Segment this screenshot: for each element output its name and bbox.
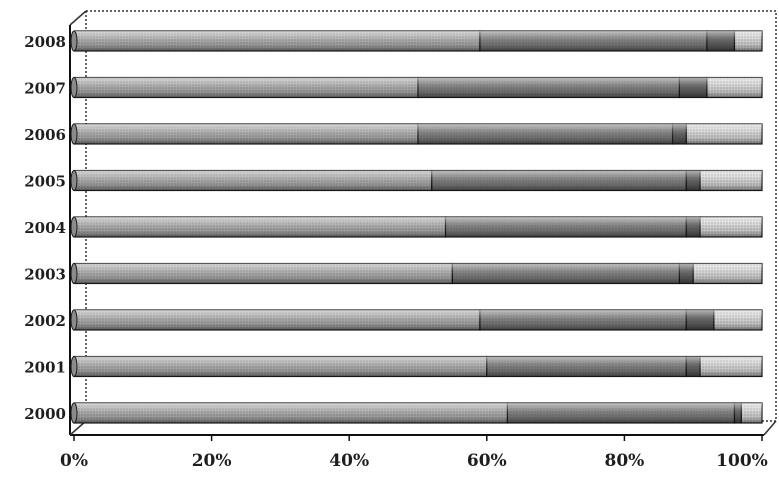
bar-end-cap-2004	[70, 216, 78, 238]
y-tick-label-2008: 2008	[24, 33, 66, 51]
y-tick-label-2004: 2004	[24, 219, 66, 237]
bar-shading-2007	[74, 77, 762, 98]
bar-shading-2001	[74, 356, 762, 377]
bar-end-cap-2003	[70, 263, 78, 284]
bar-shading-2008	[74, 31, 762, 51]
y-tick-label-2002: 2002	[24, 312, 66, 330]
x-tick-label-0: 0%	[60, 451, 88, 471]
y-tick-label-2006: 2006	[24, 126, 66, 144]
x-tick-label-4: 80%	[604, 451, 644, 471]
y-tick-label-2001: 2001	[24, 359, 66, 377]
bar-shading-2003	[74, 263, 762, 284]
bar-shading-2006	[74, 124, 762, 144]
bar-end-cap-2000	[70, 402, 78, 424]
y-tick-label-2000: 2000	[24, 405, 66, 423]
bar-shading-2005	[74, 170, 762, 191]
bar-shading-2004	[74, 217, 762, 237]
bar-shading-2002	[74, 310, 762, 330]
bars-group	[70, 30, 763, 424]
back-wall-outline	[86, 10, 777, 421]
bar-end-cap-2005	[70, 170, 78, 191]
x-axis-ticks: 0% 20% 40% 60% 80% 100%	[60, 435, 768, 471]
x-tick-label-5: 100%	[716, 451, 768, 471]
y-tick-label-2007: 2007	[24, 80, 66, 98]
depth-edge-left	[69, 10, 87, 26]
x-tick-label-2: 40%	[329, 451, 369, 471]
bar-end-cap-2007	[70, 77, 78, 98]
bar-end-cap-2006	[70, 123, 78, 145]
x-tick-label-3: 60%	[467, 451, 507, 471]
bar-end-cap-2008	[70, 30, 78, 52]
bar-end-cap-2001	[70, 356, 78, 377]
x-tick-label-1: 20%	[192, 451, 232, 471]
bar-shading-2000	[74, 403, 762, 423]
depth-edge-right	[763, 420, 777, 436]
y-tick-label-2005: 2005	[24, 173, 66, 191]
bar-end-cap-2002	[70, 309, 78, 331]
y-axis-labels: 2000 2001 2002 2003 2004 2005 2006 2007 2008	[24, 33, 66, 423]
y-tick-label-2003: 2003	[24, 266, 66, 284]
